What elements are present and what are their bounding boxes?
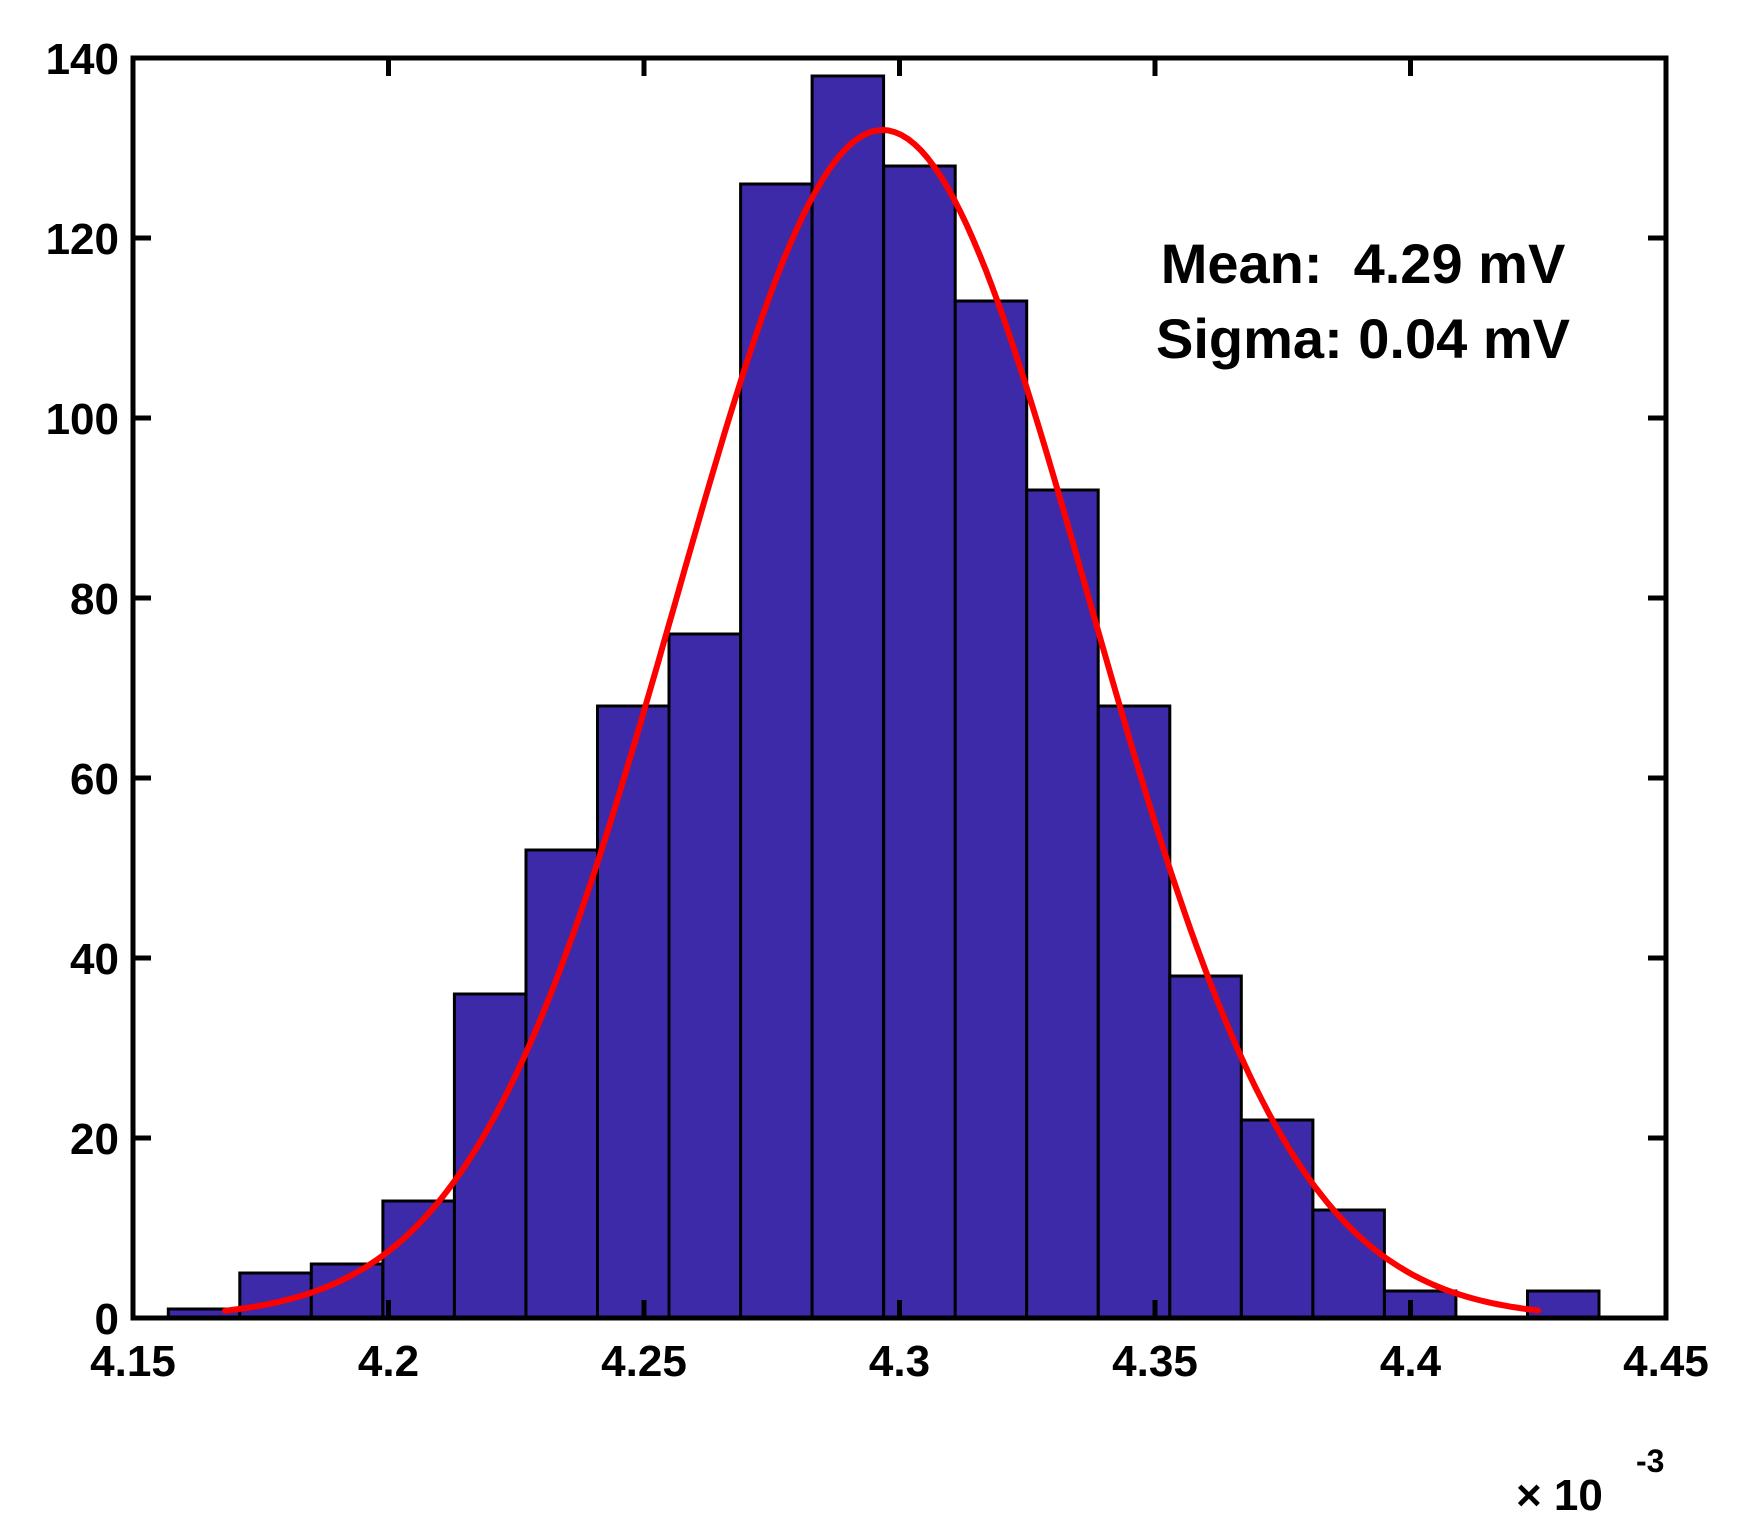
histogram-bar [1096, 704, 1172, 1320]
x-multiplier-exponent: -3 [1636, 1443, 1664, 1479]
sigma-annotation: Sigma: 0.04 mV [1156, 307, 1570, 370]
y-tick-label: 60 [70, 755, 119, 804]
y-tick-label: 40 [70, 935, 119, 984]
x-tick-label: 4.45 [1623, 1337, 1709, 1386]
mean-annotation: Mean: 4.29 mV [1161, 232, 1566, 295]
gaussian-fit-curve [222, 127, 1542, 1314]
y-tick-label: 100 [46, 395, 119, 444]
histogram-bar [381, 1199, 456, 1320]
y-tick-label: 20 [70, 1115, 119, 1164]
histogram-bar [1382, 1289, 1458, 1320]
y-tick-labels: 0 20 40 60 80 100 120 140 [46, 35, 119, 1344]
y-tick-label: 0 [95, 1295, 119, 1344]
y-tick-label: 80 [70, 575, 119, 624]
histogram-bar [596, 704, 671, 1320]
x-tick-labels: 4.15 4.2 4.25 4.3 4.35 4.4 4.45 [90, 1337, 1709, 1386]
histogram-bar [1025, 488, 1100, 1320]
histogram-bar [1239, 1118, 1315, 1320]
histogram-bar [452, 992, 528, 1320]
y-tick-label: 140 [46, 35, 119, 84]
x-tick-label: 4.25 [601, 1337, 687, 1386]
x-tick-label: 4.4 [1380, 1337, 1442, 1386]
x-tick-label: 4.35 [1112, 1337, 1198, 1386]
y-tick-label: 120 [46, 215, 119, 264]
histogram-bar [882, 164, 957, 1320]
histogram-bar [953, 299, 1029, 1320]
x-tick-label: 4.2 [358, 1337, 419, 1386]
histogram-bar [739, 182, 814, 1320]
x-multiplier: × 10 [1516, 1471, 1603, 1520]
x-tick-label: 4.3 [869, 1337, 930, 1386]
axis-ticks [130, 55, 1669, 1321]
x-tick-label: 4.15 [90, 1337, 176, 1386]
histogram-bar [667, 632, 742, 1320]
histogram-bar [1526, 1289, 1601, 1320]
histogram-bar [810, 74, 886, 1320]
histogram-bar [524, 848, 599, 1320]
